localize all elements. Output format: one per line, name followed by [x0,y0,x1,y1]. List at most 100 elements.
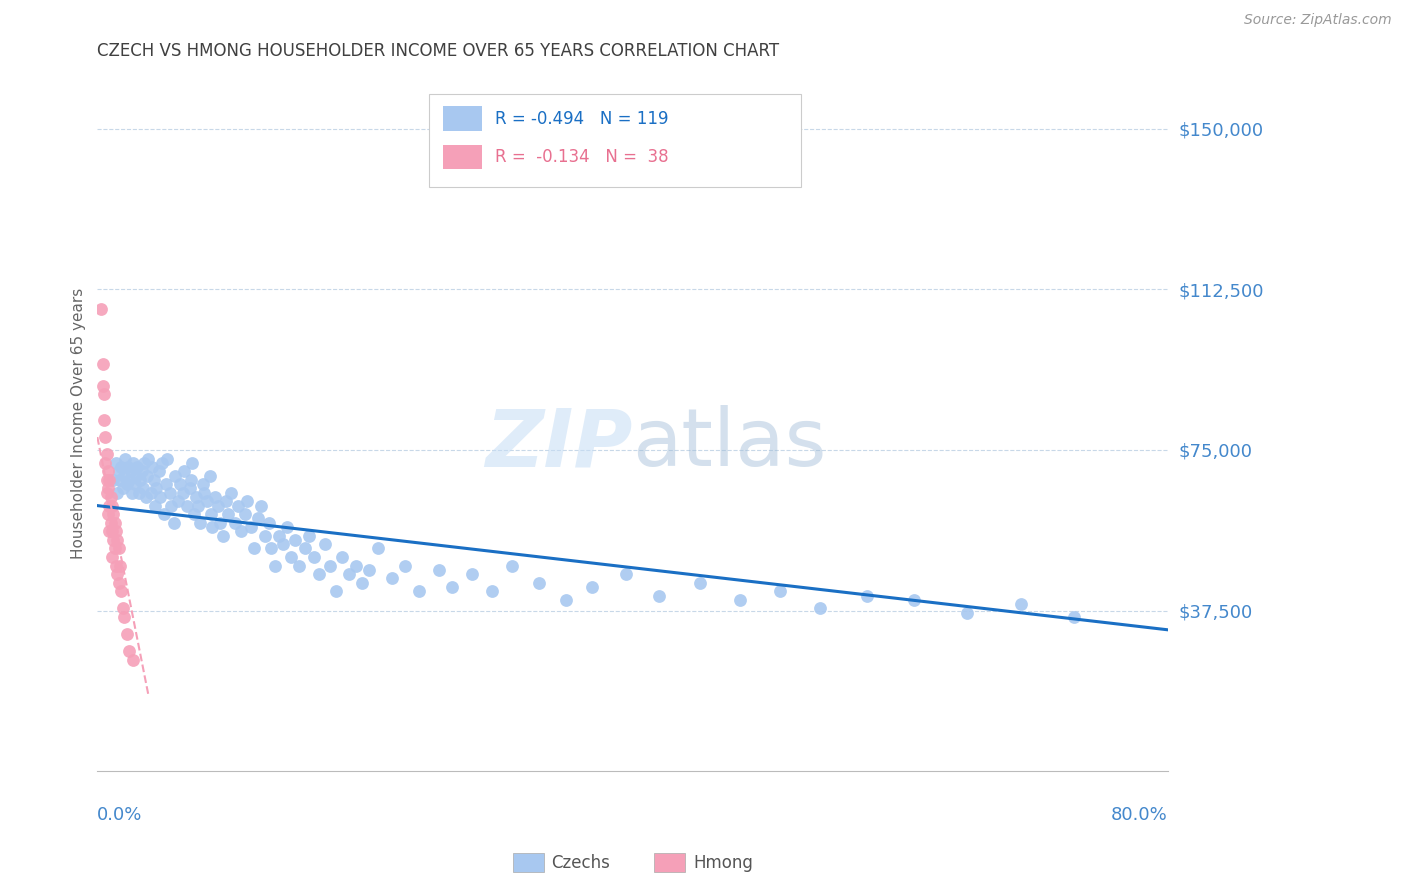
Point [156,451,179,466]
Point [159,485,181,500]
Point [1010,597,1032,611]
Point [150,456,173,470]
Point [98,499,121,513]
Point [581,580,603,594]
Point [127,460,149,475]
Point [1063,610,1085,624]
Text: CZECH VS HMONG HOUSEHOLDER INCOME OVER 65 YEARS CORRELATION CHART: CZECH VS HMONG HOUSEHOLDER INCOME OVER 6… [97,42,779,60]
Point [187,499,209,513]
Point [107,464,129,478]
Point [728,592,751,607]
Point [440,580,463,594]
Point [179,482,201,496]
Point [180,473,202,487]
Text: R =  -0.134   N =  38: R = -0.134 N = 38 [495,148,668,166]
Point [193,485,215,500]
Point [96,485,118,500]
Point [148,464,170,478]
Point [319,558,342,573]
Point [294,541,316,556]
Point [481,584,503,599]
Point [207,499,229,513]
Point [367,541,389,556]
Point [91,357,114,371]
Point [273,537,295,551]
Point [236,494,259,508]
Point [96,473,118,487]
Point [101,524,124,539]
Point [190,516,212,530]
Point [134,456,156,470]
Point [110,584,132,599]
Point [124,477,146,491]
Point [381,571,404,585]
Point [689,575,711,590]
Point [163,468,186,483]
Point [280,549,302,564]
Point [112,468,135,483]
Point [427,563,450,577]
Point [104,541,127,556]
Point [141,460,163,475]
Point [160,499,183,513]
Point [172,485,194,500]
Point [337,567,360,582]
Point [408,584,430,599]
Point [233,507,256,521]
Point [200,507,222,521]
Point [246,511,269,525]
Point [103,473,125,487]
Point [105,558,128,573]
Point [103,507,125,521]
Point [218,507,240,521]
Text: Hmong: Hmong [693,854,754,871]
Point [394,558,416,573]
Point [176,499,198,513]
Point [107,533,129,547]
Point [114,451,136,466]
Text: R = -0.494   N = 119: R = -0.494 N = 119 [495,110,668,128]
Point [121,485,143,500]
Point [614,567,637,582]
Point [527,575,550,590]
Point [215,494,238,508]
Point [117,460,139,475]
Point [105,456,128,470]
Point [129,473,152,487]
Point [145,482,167,496]
Point [264,558,287,573]
Point [93,413,115,427]
Point [808,601,831,615]
Point [132,482,155,496]
Point [98,524,121,539]
Point [302,549,325,564]
Point [101,499,124,513]
Point [135,468,157,483]
Point [125,468,148,483]
Point [107,567,129,582]
Point [97,482,120,496]
Text: Source: ZipAtlas.com: Source: ZipAtlas.com [1244,13,1392,28]
Point [209,516,232,530]
Point [97,507,120,521]
Point [501,558,523,573]
Point [554,592,576,607]
Point [648,589,671,603]
Point [186,490,208,504]
Point [260,541,283,556]
Point [115,477,138,491]
Point [100,490,122,504]
Point [212,528,235,542]
Point [284,533,307,547]
Point [344,558,367,573]
Y-axis label: Householder Income Over 65 years: Householder Income Over 65 years [72,287,86,558]
Point [131,464,153,478]
Point [298,528,321,542]
Point [198,468,221,483]
Point [143,499,166,513]
Point [104,516,127,530]
Point [314,537,336,551]
Point [118,473,141,487]
Text: 0.0%: 0.0% [97,806,143,824]
Point [257,516,280,530]
